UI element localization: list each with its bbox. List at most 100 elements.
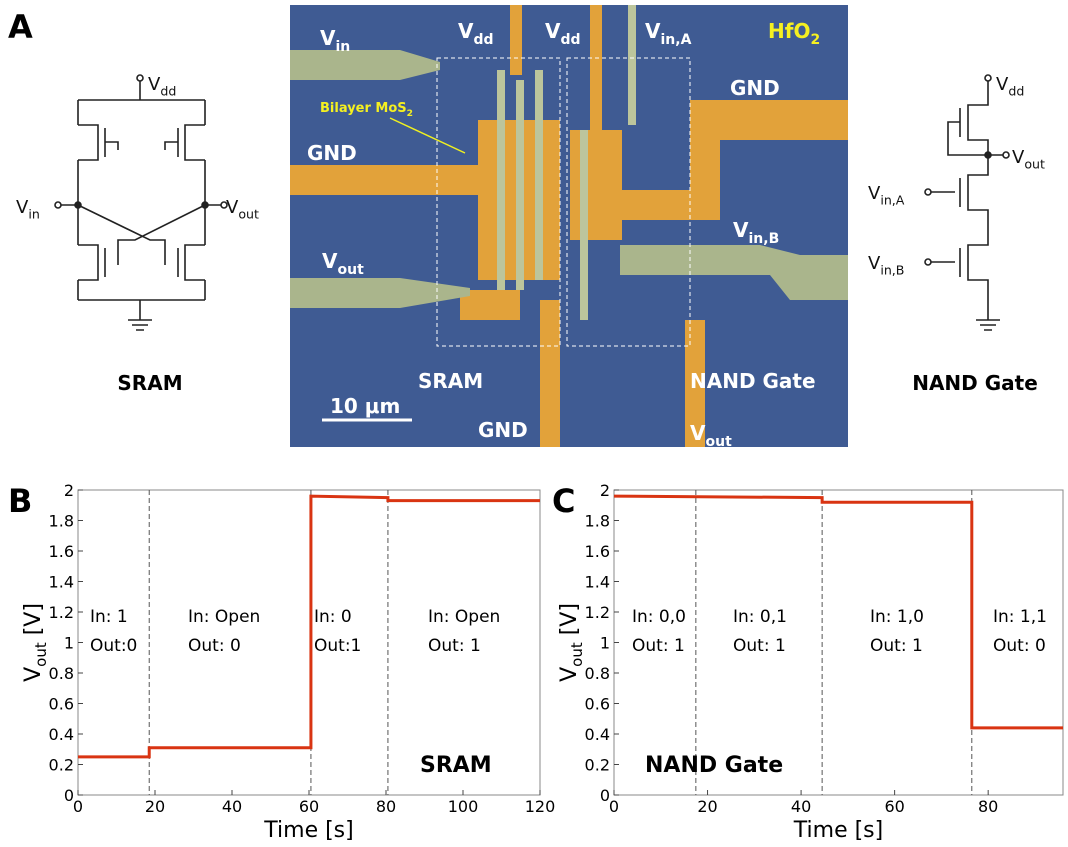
y-tick-label: 0.4: [585, 725, 610, 744]
y-tick-label: 1.6: [49, 542, 74, 561]
x-tick-label: 100: [448, 797, 479, 816]
x-tick-label: 120: [525, 797, 556, 816]
y-tick-label: 0: [64, 786, 74, 805]
label-sub: out: [705, 434, 732, 450]
x-tick-label: 60: [299, 797, 319, 816]
annotation: In: Open: [428, 607, 500, 627]
x-tick-label: 0: [609, 797, 619, 816]
y-tick-label: 0.8: [585, 664, 610, 683]
label: Vin: [16, 197, 40, 221]
label: Vin,B: [868, 253, 904, 277]
label-sub: out: [238, 206, 259, 221]
label-main: V: [226, 197, 239, 218]
label-sub: in,B: [748, 231, 779, 247]
annotation: In: 1,1: [993, 607, 1047, 627]
label: Vin: [320, 26, 350, 55]
annotation: Out: 0: [188, 636, 241, 656]
label-main: GND: [730, 76, 780, 100]
label: Bilayer MoS2: [320, 101, 413, 119]
label-main: SRAM: [418, 369, 483, 393]
y-tick-label: 0.4: [49, 725, 74, 744]
label-main: Bilayer MoS: [320, 101, 407, 116]
panel-letter: B: [8, 482, 32, 520]
y-tick-label: 0.8: [49, 664, 74, 683]
y-tick-label: 1.8: [49, 512, 74, 531]
y-tick-label: 1.2: [49, 603, 74, 622]
label-main: V: [690, 421, 706, 445]
y-tick-label: 1.2: [585, 603, 610, 622]
label-main: V: [868, 183, 881, 204]
annotation: Out: 1: [870, 636, 923, 656]
label-main: V: [16, 197, 29, 218]
x-axis-label: Time [s]: [793, 818, 883, 843]
label: SRAM: [418, 369, 483, 393]
y-label-sub: out: [32, 642, 50, 667]
label-sub: 2: [810, 32, 820, 48]
label: Vout: [226, 197, 259, 221]
label-main: V: [996, 74, 1009, 95]
y-tick-label: 0.2: [585, 756, 610, 775]
annotation: In: 1,0: [870, 607, 924, 627]
micrograph: [290, 5, 848, 447]
label: Vin,A: [868, 183, 905, 207]
label-main: V: [868, 253, 881, 274]
annotation: In: 0,1: [733, 607, 787, 627]
label: 10 μm: [330, 394, 400, 418]
y-tick-label: 2: [64, 481, 74, 500]
label-sub: in: [28, 206, 39, 221]
label: Vdd: [458, 19, 494, 48]
y-tick-label: 0.6: [585, 695, 610, 714]
annotation: Out:0: [90, 636, 137, 656]
y-tick-label: 1.4: [585, 573, 610, 592]
y-tick-label: 1.4: [49, 573, 74, 592]
label-main: NAND Gate: [690, 369, 816, 393]
panel-label: NAND Gate: [645, 753, 783, 778]
y-label-main: V: [557, 667, 582, 682]
label-sub: dd: [473, 32, 493, 48]
label: HfO2: [768, 19, 820, 48]
sram-label: SRAM: [117, 371, 182, 395]
y-tick-label: 1: [64, 634, 74, 653]
annotation: In: 0: [314, 607, 352, 627]
label-sub: in,A: [660, 32, 691, 48]
x-tick-label: 0: [73, 797, 83, 816]
y-label-sub: out: [568, 642, 586, 667]
y-tick-label: 2: [600, 481, 610, 500]
label-main: V: [320, 26, 336, 50]
label-sub: in,B: [880, 262, 904, 277]
x-tick-label: 40: [791, 797, 811, 816]
label: Vout: [1012, 147, 1045, 171]
nand-schematic: [924, 74, 1010, 331]
nand-label: NAND Gate: [912, 371, 1038, 395]
y-tick-label: 0.6: [49, 695, 74, 714]
label-main: V: [458, 19, 474, 43]
label-sub: 2: [407, 109, 413, 119]
label: GND: [307, 141, 357, 165]
y-axis-label: Vout [V]: [557, 603, 586, 682]
label-main: V: [1012, 147, 1025, 168]
label: Vout: [690, 421, 732, 450]
label: Vdd: [545, 19, 581, 48]
label: Vin,B: [733, 218, 779, 247]
label: Vin,A: [645, 19, 692, 48]
label-main: V: [733, 218, 749, 242]
x-tick-label: 60: [884, 797, 904, 816]
label-main: GND: [478, 418, 528, 442]
label-main: HfO: [768, 19, 810, 43]
x-tick-label: 20: [145, 797, 165, 816]
y-tick-label: 1.8: [585, 512, 610, 531]
y-label-main: V: [21, 667, 46, 682]
label: Vdd: [996, 74, 1024, 98]
y-tick-label: 0.2: [49, 756, 74, 775]
label-main: V: [322, 249, 338, 273]
label-main: V: [148, 74, 161, 95]
data-line: [613, 494, 1063, 730]
label: Vdd: [148, 74, 176, 98]
label-sub: in,A: [880, 192, 904, 207]
annotation: In: 1: [90, 607, 128, 627]
label-sub: dd: [1008, 83, 1024, 98]
x-axis-label: Time [s]: [263, 818, 353, 843]
y-axis-label: Vout [V]: [21, 603, 50, 682]
sram-schematic: [54, 74, 228, 331]
x-tick-label: 40: [222, 797, 242, 816]
